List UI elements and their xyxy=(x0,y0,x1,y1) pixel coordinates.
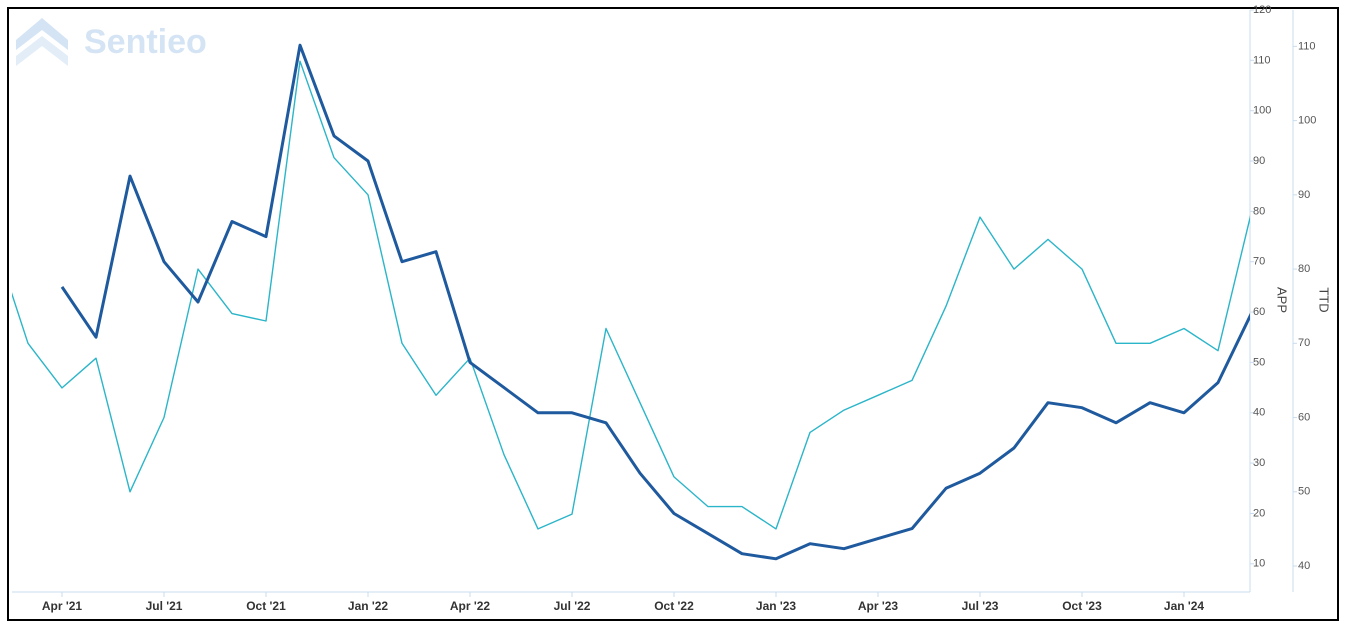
y2-tick-label: 50 xyxy=(1298,486,1310,498)
y2-tick-label: 100 xyxy=(1298,115,1316,127)
logo: Sentieo xyxy=(16,18,207,66)
line-app xyxy=(60,43,1250,561)
x-tick-label: Oct '22 xyxy=(654,599,694,613)
x-tick-label: Jul '21 xyxy=(146,599,183,613)
x-tick-label: Jan '24 xyxy=(1164,599,1205,613)
x-tick-label: Apr '23 xyxy=(858,599,899,613)
y-tick-label: 70 xyxy=(1253,256,1265,268)
x-tick-label: Apr '22 xyxy=(450,599,491,613)
y2-tick-label: 80 xyxy=(1298,263,1310,275)
y-tick-label: 20 xyxy=(1253,507,1265,519)
frame xyxy=(7,7,1339,621)
y-tick-label: 40 xyxy=(1253,407,1265,419)
x-tick-label: Jul '22 xyxy=(554,599,591,613)
x-tick-label: Oct '23 xyxy=(1062,599,1102,613)
y-tick-label: 110 xyxy=(1253,54,1271,66)
x-tick-label: Jan '23 xyxy=(756,599,797,613)
y-tick-label: 10 xyxy=(1253,558,1265,570)
y2-axis-title: TTD xyxy=(1317,287,1332,312)
watermark: Sentieo xyxy=(84,23,207,61)
y-tick-label: 30 xyxy=(1253,457,1265,469)
x-tick-label: Jan '22 xyxy=(348,599,389,613)
y2-tick-label: 110 xyxy=(1298,40,1316,52)
x-tick-label: Jul '23 xyxy=(962,599,999,613)
line-ttd xyxy=(12,60,1250,530)
y-tick-label: 100 xyxy=(1253,105,1271,117)
y2-tick-label: 40 xyxy=(1298,560,1310,572)
x-tick-label: Oct '21 xyxy=(246,599,286,613)
y-tick-label: 50 xyxy=(1253,356,1265,368)
plot-area xyxy=(12,43,1250,561)
y-axis-title: APP xyxy=(1275,287,1290,313)
y-tick-label: 120 xyxy=(1253,4,1271,16)
y-tick-label: 80 xyxy=(1253,205,1265,217)
y2-tick-label: 70 xyxy=(1298,337,1310,349)
y-tick-label: 60 xyxy=(1253,306,1265,318)
y-tick-label: 90 xyxy=(1253,155,1265,167)
y2-tick-label: 60 xyxy=(1298,411,1310,423)
y2-tick-label: 90 xyxy=(1298,189,1310,201)
x-tick-label: Apr '21 xyxy=(42,599,83,613)
